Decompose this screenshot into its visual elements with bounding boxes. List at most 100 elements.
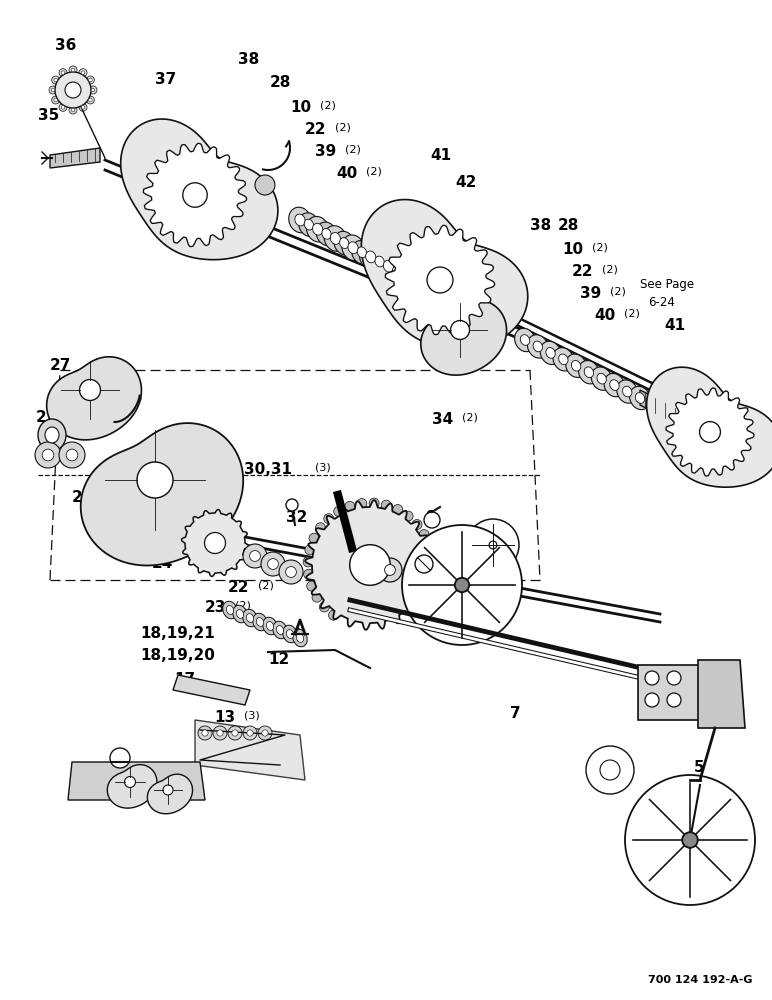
Circle shape [305,545,315,555]
Text: See Page: See Page [640,278,694,291]
Ellipse shape [384,260,394,272]
Text: 700 124 192-A-G: 700 124 192-A-G [648,975,752,985]
Circle shape [54,98,57,102]
Circle shape [350,545,391,585]
Ellipse shape [604,373,625,397]
Text: 14: 14 [148,782,169,797]
Text: 10: 10 [290,100,311,115]
Circle shape [334,506,344,516]
Ellipse shape [366,251,376,263]
Ellipse shape [520,335,530,345]
Circle shape [228,726,242,740]
Polygon shape [50,148,100,168]
Text: 18,19,20: 18,19,20 [140,648,215,663]
Circle shape [42,449,54,461]
Ellipse shape [252,613,267,631]
Ellipse shape [348,242,358,254]
Circle shape [55,72,91,108]
Circle shape [81,71,85,74]
Ellipse shape [223,601,237,619]
Ellipse shape [242,609,257,627]
Text: 11: 11 [282,628,303,643]
Circle shape [71,68,75,72]
Circle shape [682,832,698,848]
Circle shape [309,533,319,543]
Ellipse shape [306,216,329,242]
Polygon shape [181,510,249,576]
Ellipse shape [293,629,307,647]
Circle shape [667,671,681,685]
Ellipse shape [273,621,287,639]
Circle shape [213,726,227,740]
Ellipse shape [289,207,311,233]
Ellipse shape [45,427,59,443]
Text: 33: 33 [335,520,356,535]
Text: 27: 27 [50,358,71,373]
Ellipse shape [630,386,650,410]
Circle shape [369,498,379,508]
Polygon shape [305,500,435,630]
Ellipse shape [393,265,402,276]
Text: 6: 6 [596,760,607,775]
Text: 10: 10 [372,568,393,583]
Polygon shape [640,390,700,435]
Polygon shape [638,665,700,720]
Text: 39: 39 [315,144,337,159]
Text: 38: 38 [530,218,551,233]
Text: 8: 8 [416,560,427,575]
Circle shape [59,442,85,468]
Polygon shape [81,423,243,565]
Circle shape [393,505,403,515]
Text: (2): (2) [676,666,692,676]
Text: 39: 39 [580,286,601,301]
Text: 13: 13 [214,710,235,725]
Circle shape [201,730,208,736]
Circle shape [51,88,55,92]
Text: 3,4: 3,4 [702,692,729,707]
Circle shape [489,541,497,549]
Circle shape [243,544,267,568]
Ellipse shape [610,380,619,390]
Ellipse shape [246,614,254,622]
Circle shape [163,785,173,795]
Circle shape [268,559,279,569]
Ellipse shape [405,268,425,292]
Circle shape [243,726,257,740]
Ellipse shape [375,256,384,267]
Circle shape [345,501,355,511]
Ellipse shape [369,250,390,273]
Circle shape [258,726,272,740]
Text: 1,2: 1,2 [638,666,665,681]
Ellipse shape [357,247,367,258]
Ellipse shape [283,625,297,643]
Ellipse shape [226,606,234,614]
Circle shape [286,499,298,511]
Circle shape [81,106,85,109]
Text: 34: 34 [432,412,453,427]
Ellipse shape [38,419,66,451]
Polygon shape [666,388,754,476]
Ellipse shape [342,235,364,260]
Circle shape [110,748,130,768]
Circle shape [247,730,253,736]
Circle shape [625,775,755,905]
Circle shape [412,520,422,530]
Circle shape [49,86,57,94]
Polygon shape [144,143,246,247]
Ellipse shape [324,226,347,251]
Ellipse shape [322,228,331,239]
Circle shape [424,512,440,528]
Circle shape [249,551,260,561]
Ellipse shape [317,222,337,246]
Circle shape [66,449,78,461]
Text: (2): (2) [366,166,382,176]
Text: 29,30,31: 29,30,31 [218,462,293,477]
Circle shape [467,519,519,571]
Circle shape [255,175,275,195]
Text: 28: 28 [270,75,291,90]
Circle shape [323,514,334,524]
Ellipse shape [340,238,349,248]
Ellipse shape [546,348,555,358]
Polygon shape [147,774,192,814]
Circle shape [312,592,322,602]
